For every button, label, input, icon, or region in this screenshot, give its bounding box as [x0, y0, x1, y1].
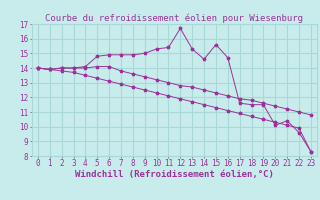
- Title: Courbe du refroidissement éolien pour Wiesenburg: Courbe du refroidissement éolien pour Wi…: [45, 14, 303, 23]
- X-axis label: Windchill (Refroidissement éolien,°C): Windchill (Refroidissement éolien,°C): [75, 170, 274, 179]
